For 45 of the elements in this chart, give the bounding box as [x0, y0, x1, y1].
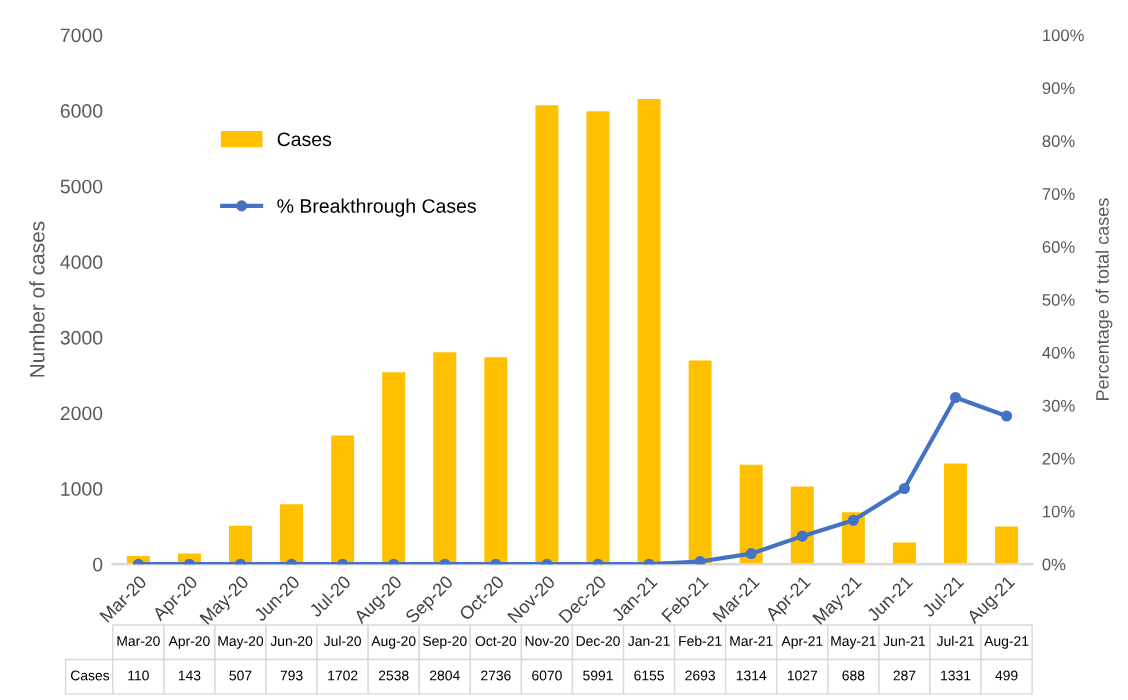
- point: [847, 514, 859, 526]
- y2-tick-label: 70%: [1042, 188, 1075, 200]
- legend-label: Cases: [277, 132, 332, 147]
- y2-tick-label: 40%: [1042, 346, 1075, 359]
- y-tick-label: 7000: [60, 28, 103, 43]
- y-tick-label: 5000: [60, 179, 103, 194]
- bar: [586, 111, 610, 565]
- bar: [535, 105, 559, 565]
- bar: [944, 463, 967, 565]
- y2-tick-label: 50%: [1042, 294, 1075, 306]
- bar: [433, 352, 457, 565]
- y-tick-label: 3000: [60, 330, 103, 345]
- y2-tick-label: 80%: [1042, 135, 1075, 148]
- y2-tick-label: 90%: [1042, 82, 1075, 95]
- bar: [688, 360, 712, 565]
- point: [898, 482, 910, 495]
- y2-tick-label: 10%: [1043, 505, 1075, 518]
- bar: [484, 357, 508, 565]
- bar: [790, 486, 814, 565]
- bar: [995, 526, 1019, 565]
- bar: [331, 435, 355, 565]
- point: [694, 556, 706, 565]
- y2-axis-title: Percentage of total cases: [1095, 198, 1113, 400]
- y-axis-title: Number of cases: [29, 221, 45, 377]
- point: [796, 530, 808, 542]
- y2-tick-label: 60%: [1042, 241, 1075, 253]
- bar: [739, 464, 763, 565]
- y2-tick-label: 20%: [1042, 452, 1075, 465]
- y-tick-label: 2000: [60, 406, 103, 421]
- point: [1001, 410, 1013, 422]
- bar: [280, 504, 304, 565]
- bar: [382, 372, 406, 565]
- y2-tick-label: 100%: [1043, 29, 1084, 42]
- bar: [228, 525, 252, 565]
- bar: [892, 542, 916, 565]
- legend-label: % Breakthrough Cases: [277, 198, 476, 217]
- y-tick-label: 4000: [60, 255, 103, 270]
- y-tick-label: 6000: [60, 104, 103, 118]
- y-tick-label: 0: [93, 557, 103, 572]
- y-tick-label: 1000: [61, 482, 103, 496]
- point: [745, 548, 757, 560]
- y2-tick-label: 0%: [1042, 558, 1066, 571]
- y2-tick-label: 30%: [1042, 399, 1075, 412]
- bar: [637, 98, 661, 565]
- point: [949, 391, 962, 404]
